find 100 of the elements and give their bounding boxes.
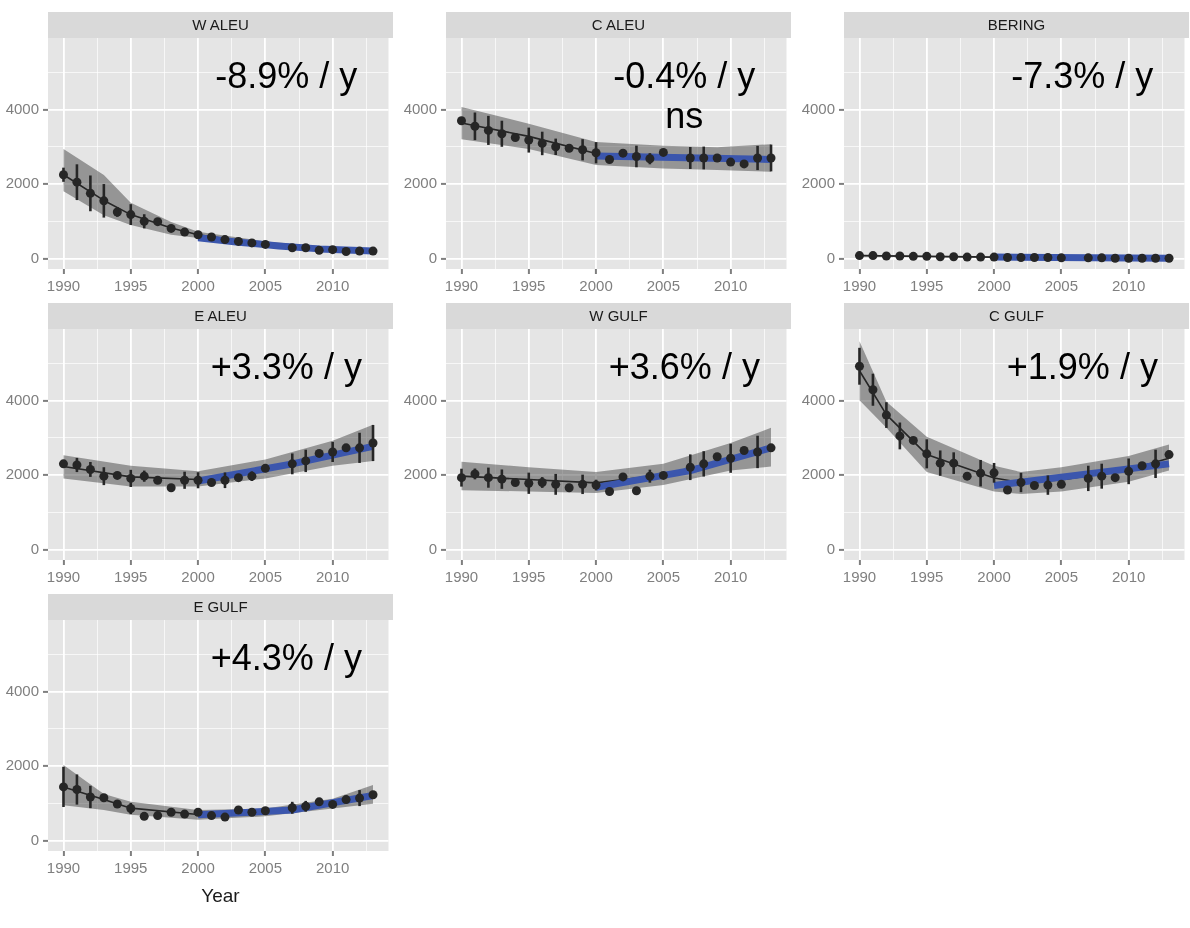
point: [247, 238, 257, 248]
x-tick-label: 2010: [315, 568, 350, 586]
point: [658, 470, 668, 480]
x-tick-label: 1995: [910, 568, 944, 586]
point: [456, 116, 466, 126]
point: [618, 148, 628, 158]
point: [207, 478, 217, 487]
x-tick-label: 2000: [579, 277, 613, 295]
x-tick-label: 2005: [1044, 277, 1079, 295]
point: [314, 797, 324, 807]
y-tick-label: 4000: [5, 681, 39, 699]
point: [207, 811, 217, 821]
point: [341, 795, 351, 805]
x-tick-label: 2005: [248, 277, 283, 295]
y-tick-label: 0: [30, 248, 39, 266]
point: [605, 486, 615, 496]
point: [287, 243, 297, 253]
x-tick-label: 1995: [114, 859, 148, 877]
x-tick-label: 2010: [1111, 568, 1146, 586]
x-tick-label: 2000: [181, 277, 215, 295]
x-tick-label: 1995: [114, 277, 148, 295]
x-tick-label: 1995: [910, 277, 944, 295]
x-tick-label: 2000: [579, 568, 613, 586]
x-tick-label: 2005: [248, 568, 283, 586]
chart-title: BERING: [844, 12, 1189, 38]
y-tick-label: 4000: [403, 99, 437, 117]
y-tick-label: 0: [30, 539, 39, 557]
point: [510, 478, 520, 487]
point: [962, 471, 972, 481]
annotation: ns: [665, 94, 704, 136]
point: [1029, 480, 1039, 490]
x-tick-label: 2010: [713, 568, 748, 586]
x-tick-label: 2000: [181, 859, 215, 877]
y-tick-label: 2000: [5, 756, 39, 774]
point: [112, 470, 122, 480]
x-tick-label: 1990: [444, 277, 479, 295]
x-tick-label: 2010: [315, 277, 350, 295]
point: [314, 245, 324, 255]
x-tick-label: 1990: [46, 859, 81, 877]
point: [341, 443, 351, 453]
point: [1110, 473, 1120, 483]
point: [1056, 479, 1066, 489]
point: [207, 232, 217, 242]
point: [766, 443, 776, 453]
point: [314, 448, 324, 458]
chart-title: W GULF: [446, 303, 791, 329]
point: [58, 459, 68, 469]
x-tick-label: 1990: [842, 277, 877, 295]
point: [355, 246, 365, 256]
y-tick-label: 2000: [801, 465, 835, 483]
point: [260, 806, 270, 816]
x-tick-label: 2000: [977, 277, 1011, 295]
x-tick-label: 2010: [315, 859, 350, 877]
x-tick-label: 1990: [842, 568, 877, 586]
point: [1003, 485, 1013, 495]
point: [260, 239, 270, 249]
annotation: -8.9% / y: [215, 54, 358, 96]
point: [712, 452, 722, 462]
chart-title: E ALEU: [48, 303, 393, 329]
y-tick-label: 0: [826, 248, 835, 266]
chart-title: C ALEU: [446, 12, 791, 38]
point: [139, 811, 149, 821]
y-tick-label: 0: [30, 830, 39, 848]
point: [153, 475, 163, 485]
point: [247, 807, 257, 817]
y-tick-label: 4000: [5, 390, 39, 408]
x-tick-label: 1995: [512, 277, 546, 295]
point: [739, 445, 749, 455]
x-tick-label: 2000: [181, 568, 215, 586]
point: [605, 154, 615, 164]
point: [99, 793, 109, 803]
point: [618, 472, 628, 482]
point: [153, 217, 163, 227]
y-tick-label: 4000: [801, 99, 835, 117]
y-tick-label: 0: [428, 248, 437, 266]
point: [220, 812, 230, 822]
x-tick-label: 2005: [248, 859, 283, 877]
y-tick-label: 0: [826, 539, 835, 557]
point: [328, 245, 338, 255]
x-tick-label: 1990: [46, 277, 81, 295]
point: [368, 790, 378, 800]
point: [260, 463, 270, 473]
chart-title: E GULF: [48, 594, 393, 620]
x-tick-label: 2005: [1044, 568, 1079, 586]
chart-title: C GULF: [844, 303, 1189, 329]
x-tick-label: 2005: [646, 277, 681, 295]
y-tick-label: 2000: [5, 174, 39, 192]
point: [1164, 450, 1174, 460]
y-tick-label: 0: [428, 539, 437, 557]
annotation: +4.3% / y: [210, 636, 362, 678]
point: [564, 483, 574, 493]
x-tick-label: 2010: [713, 277, 748, 295]
point: [658, 147, 668, 157]
y-tick-label: 4000: [403, 390, 437, 408]
annotation: -0.4% / y: [613, 54, 756, 96]
x-tick-label: 2010: [1111, 277, 1146, 295]
point: [1137, 461, 1147, 471]
point: [328, 799, 338, 809]
point: [153, 811, 163, 821]
point: [166, 483, 176, 493]
